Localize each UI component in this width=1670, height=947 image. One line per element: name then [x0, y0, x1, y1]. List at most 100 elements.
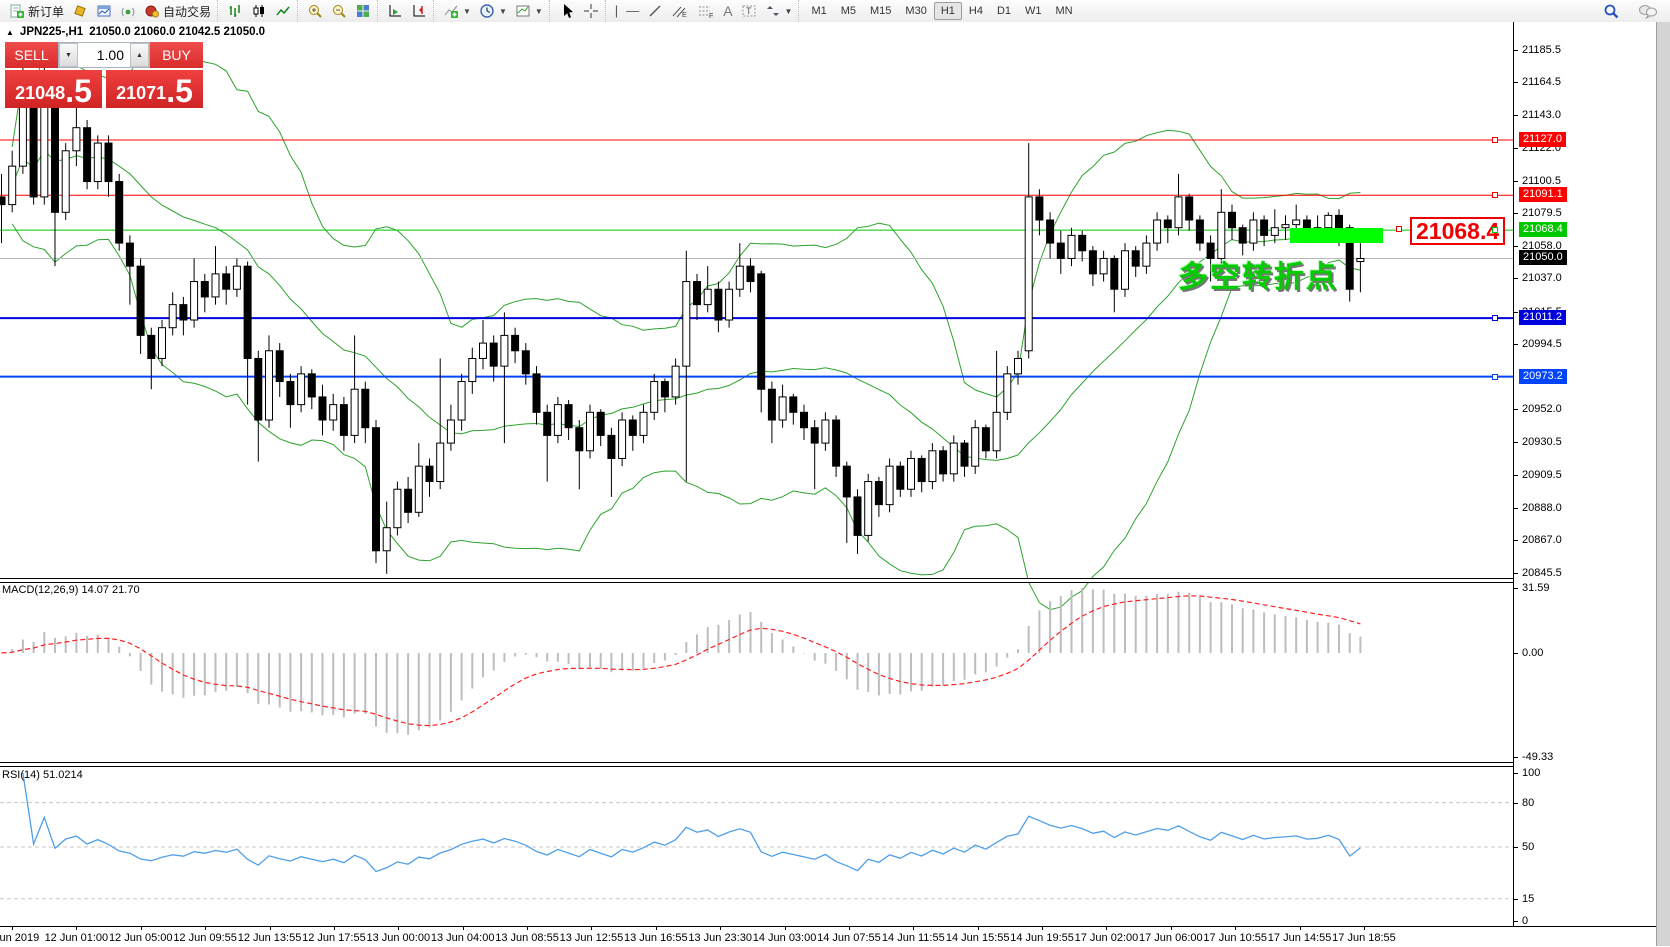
svg-text:T: T — [746, 6, 752, 16]
indicators-button[interactable]: ▼ — [439, 1, 475, 21]
zoom-in-button[interactable] — [303, 1, 327, 21]
buy-price-tile[interactable]: 21071.5 — [106, 70, 203, 108]
candle-16 — [168, 292, 177, 336]
candle-98 — [1046, 212, 1055, 259]
rsi-pane-separator[interactable] — [0, 762, 1656, 767]
zoom-out-button[interactable] — [327, 1, 351, 21]
chart-cube-button[interactable] — [68, 1, 92, 21]
vertical-line-button[interactable]: | — [611, 1, 622, 21]
symbol-label: JPN225-,H1 — [19, 26, 84, 38]
signal-button[interactable] — [116, 1, 140, 21]
candle-86 — [917, 455, 926, 493]
pivot-annotation-text[interactable]: 多空转折点 — [1178, 261, 1338, 294]
timeframe-M30[interactable]: M30 — [905, 5, 927, 17]
sell-button[interactable]: SELL — [5, 42, 58, 68]
candlestick-mode-button[interactable] — [247, 1, 271, 21]
auto-scroll-button[interactable] — [383, 1, 407, 21]
candle-27 — [286, 373, 295, 428]
candle-117 — [1249, 212, 1258, 251]
timeframe-W1[interactable]: W1 — [1025, 5, 1042, 17]
buy-price-main: 21071 — [116, 83, 167, 103]
price-tag-box[interactable]: 21068.4 — [1410, 217, 1506, 245]
price-tick-21079.5-tick — [1514, 213, 1518, 215]
sell-price-tile[interactable]: 21048.5 — [5, 70, 102, 108]
auto-trading-button[interactable]: 自动交易 — [140, 1, 215, 21]
chart-shift-button[interactable] — [407, 1, 431, 21]
candle-34 — [361, 381, 370, 444]
rsi-scale-80-tick — [1514, 802, 1518, 804]
chat-button[interactable] — [1634, 1, 1662, 21]
new-order-button[interactable]: 新订单 — [5, 1, 68, 21]
channel-button[interactable]: E — [667, 1, 693, 21]
price-chart-canvas[interactable] — [0, 22, 1513, 926]
line-handle-21127.0[interactable] — [1492, 137, 1498, 143]
arrows-button[interactable]: ▼ — [761, 1, 797, 21]
line-handle-21091.1[interactable] — [1492, 192, 1498, 199]
text-button[interactable]: A — [719, 1, 736, 21]
candle-35 — [372, 420, 380, 564]
timeframe-M15[interactable]: M15 — [870, 5, 892, 17]
text-label-button[interactable]: T — [737, 1, 761, 21]
time-tick — [527, 927, 529, 930]
candle-1 — [8, 150, 17, 213]
timeframe-MN[interactable]: MN — [1055, 5, 1073, 17]
candle-25 — [265, 335, 273, 428]
timeframe-M1[interactable]: M1 — [811, 5, 827, 17]
candle-14 — [147, 327, 156, 390]
candle-57 — [607, 427, 616, 497]
time-label: 13 Jun 12:55 — [559, 932, 624, 944]
candle-101 — [1078, 230, 1087, 262]
time-label: 13 Jun 16:55 — [623, 932, 688, 944]
templates-button[interactable]: ▼ — [511, 1, 547, 21]
line-chart-mode-button[interactable] — [271, 1, 295, 21]
timeframe-H1[interactable]: H1 — [933, 2, 962, 20]
svg-text:F: F — [709, 13, 713, 19]
highlight-rectangle[interactable] — [1290, 228, 1383, 243]
timeframe-group: M1 M5 M15 M30 H1 H4 D1 W1 MN — [798, 0, 1079, 22]
line-handle-20973.2[interactable] — [1492, 373, 1498, 380]
rsi-scale-15-tick — [1514, 898, 1518, 900]
crosshair-button[interactable] — [579, 1, 603, 21]
line-handle-21011.2[interactable] — [1492, 315, 1498, 322]
candle-109 — [1163, 215, 1172, 244]
time-tick — [76, 927, 78, 930]
line-handle-21068.4[interactable] — [1492, 227, 1498, 234]
bollinger-lower-band[interactable] — [11, 223, 1361, 611]
fibonacci-button[interactable]: F — [693, 1, 719, 21]
price-tick-20952-tick — [1514, 409, 1518, 411]
time-tick — [848, 927, 850, 930]
candle-41 — [436, 358, 445, 490]
time-label: 14 Jun 07:55 — [817, 932, 881, 944]
bar-chart-icon — [227, 3, 243, 19]
time-label: 14 Jun 15:55 — [945, 932, 1010, 944]
horizontal-line-button[interactable]: — — [622, 1, 643, 21]
candle-83 — [885, 458, 894, 513]
cursor-button[interactable] — [555, 1, 579, 21]
trendline-button[interactable] — [643, 1, 667, 21]
candle-118 — [1260, 215, 1269, 247]
volume-value[interactable]: 1.00 — [96, 47, 124, 63]
tile-windows-button[interactable] — [351, 1, 375, 21]
market-window-button[interactable] — [92, 1, 116, 21]
rsi-line — [22, 772, 1361, 873]
timeframe-D1[interactable]: D1 — [996, 5, 1012, 17]
search-button[interactable] — [1599, 1, 1624, 21]
periods-button[interactable]: ▼ — [475, 1, 511, 21]
price-axis[interactable]: 21185.5 21164.5 21143.0 21122.0 21100.5 21079… — [1513, 22, 1657, 927]
time-tick — [977, 927, 979, 930]
candle-23 — [243, 261, 252, 405]
candle-92 — [981, 424, 990, 459]
timeframe-M5[interactable]: M5 — [840, 5, 857, 17]
candle-33 — [350, 335, 359, 444]
candle-46 — [489, 335, 498, 382]
volume-decrease-button[interactable]: ▼ — [59, 43, 78, 67]
volume-increase-button[interactable]: ▲ — [130, 43, 149, 67]
macd-pane-separator[interactable] — [0, 578, 1656, 583]
timeframe-H4[interactable]: H4 — [968, 5, 983, 17]
one-click-trading-panel: SELL ▼ 1.00 ▲ BUY 21048.5 21071.5 — [5, 42, 203, 108]
buy-button[interactable]: BUY — [150, 42, 203, 68]
sell-price-main: 21048 — [15, 83, 66, 103]
bar-chart-mode-button[interactable] — [223, 1, 247, 21]
price-tag-anchor-handle[interactable] — [1396, 226, 1402, 232]
